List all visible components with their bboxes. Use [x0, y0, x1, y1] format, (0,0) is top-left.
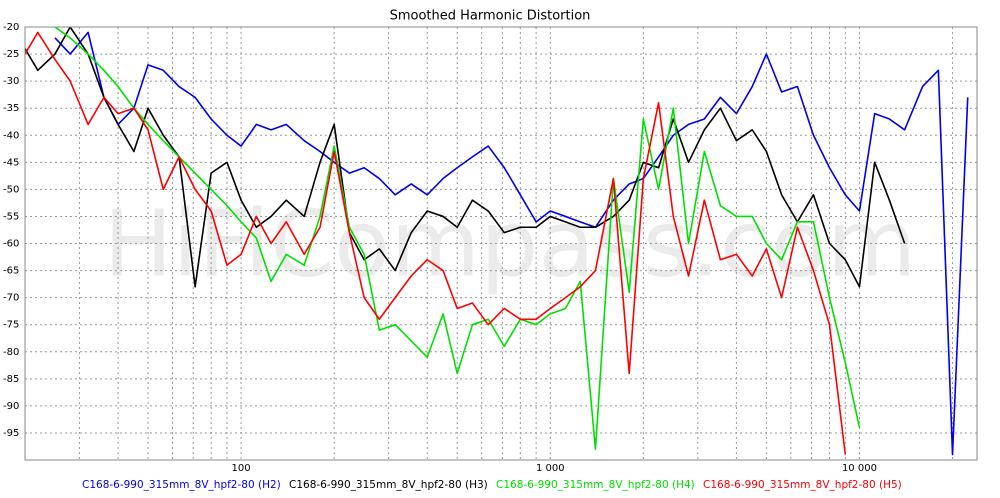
y-tick-label: -30: [3, 76, 19, 87]
y-tick-label: -90: [3, 401, 19, 412]
y-tick-label: -40: [3, 130, 19, 141]
x-tick-label: 100: [232, 463, 251, 474]
y-tick-label: -20: [3, 22, 19, 33]
chart-title: Smoothed Harmonic Distortion: [390, 9, 591, 24]
y-tick-label: -55: [3, 211, 19, 222]
legend-label: C168-6-990_315mm_8V_hpf2-80 (H3): [289, 479, 488, 491]
y-tick-label: -95: [3, 428, 19, 439]
y-tick-label: -60: [3, 239, 19, 250]
y-tick-label: -45: [3, 157, 19, 168]
plot-frame: [24, 26, 978, 461]
line-series: [54, 27, 861, 450]
y-tick-label: -70: [3, 293, 19, 304]
y-tick-label: -35: [3, 103, 19, 114]
y-tick-label: -80: [3, 347, 19, 358]
line-series: [54, 31, 969, 456]
y-tick-label: -25: [3, 49, 19, 60]
y-tick-label: -50: [3, 184, 19, 195]
legend-label: C168-6-990_315mm_8V_hpf2-80 (H2): [82, 479, 281, 491]
x-tick-label: 1 000: [536, 463, 565, 474]
line-series: [25, 31, 847, 455]
x-tick-label: 10 000: [842, 463, 877, 474]
legend-label: C168-6-990_315mm_8V_hpf2-80 (H4): [496, 479, 695, 491]
legend-label: C168-6-990_315mm_8V_hpf2-80 (H5): [703, 479, 902, 491]
line-series: [25, 27, 906, 288]
y-tick-label: -65: [3, 266, 19, 277]
y-tick-label: -75: [3, 320, 19, 331]
y-tick-label: -85: [3, 374, 19, 385]
